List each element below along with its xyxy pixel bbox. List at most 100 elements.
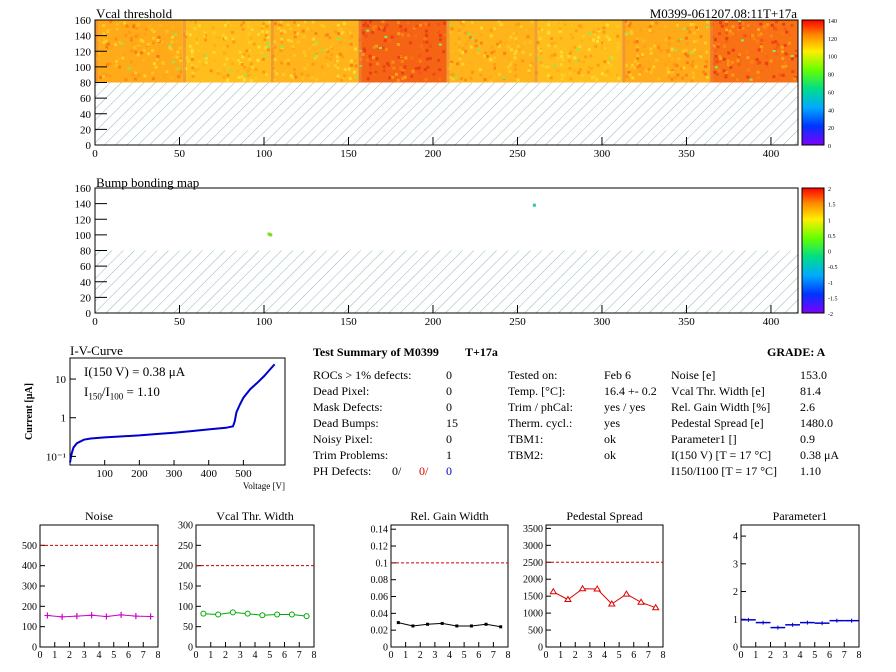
pixel-cell: [652, 65, 656, 69]
pixel-cell: [336, 59, 339, 63]
pixel-cell: [553, 53, 557, 57]
pixel-cell: [401, 76, 405, 80]
x-tick-label: 4: [602, 650, 607, 661]
pixel-cell: [530, 20, 534, 24]
palette-label: -0.5: [828, 265, 838, 271]
pixel-cell: [712, 62, 716, 66]
pixel-cell: [406, 21, 410, 25]
pixel-cell: [714, 55, 718, 58]
pixel-cell: [158, 66, 162, 70]
pixel-cell: [629, 65, 633, 69]
pixel-cell: [226, 44, 230, 48]
pixel-cell: [382, 28, 386, 32]
pixel-cell: [479, 73, 483, 77]
pixel-cell: [615, 59, 619, 63]
pixel-cell: [705, 20, 709, 24]
pixel-cell: [690, 63, 694, 67]
pixel-cell: [458, 54, 462, 58]
ph-value-2: 0/: [419, 464, 429, 478]
x-tick-label: 2: [223, 650, 228, 661]
pixel-cell: [368, 54, 372, 58]
iv-x-tick-label: 200: [131, 468, 148, 480]
pixel-cell: [488, 57, 492, 61]
pixel-cell: [296, 40, 300, 44]
pixel-cell: [404, 28, 408, 32]
pixel-cell: [655, 21, 659, 25]
x-tick-label: 100: [256, 316, 273, 328]
pixel-cell: [514, 67, 517, 71]
pixel-cell: [602, 37, 606, 41]
pixel-cell: [230, 62, 234, 65]
pixel-cell: [425, 57, 429, 61]
pixel-cell: [550, 37, 554, 41]
pixel-cell: [296, 23, 300, 27]
bump-hit: [269, 233, 273, 237]
pixel-cell: [589, 67, 593, 71]
pixel-cell: [315, 77, 319, 81]
pixel-cell: [353, 70, 356, 74]
pixel-cell: [542, 54, 546, 58]
pixel-cell: [760, 69, 763, 73]
pixel-cell: [549, 55, 552, 59]
pixel-cell: [498, 79, 502, 83]
pixel-cell: [160, 40, 164, 44]
x-tick-label: 400: [763, 316, 780, 328]
summary-value: 1: [446, 448, 452, 462]
pixel-cell: [191, 72, 195, 75]
iv-x-tick-label: 100: [96, 468, 113, 480]
pixel-cell: [638, 72, 642, 76]
pixel-cell: [457, 40, 461, 44]
pixel-cell: [314, 42, 318, 45]
pixel-cell: [302, 50, 306, 54]
pixel-cell: [399, 24, 403, 28]
pixel-cell: [410, 56, 414, 60]
pixel-cell: [737, 63, 741, 66]
pixel-cell: [369, 23, 373, 27]
pixel-cell: [101, 72, 105, 76]
pixel-cell: [134, 27, 138, 31]
palette-label: 140: [828, 19, 837, 25]
plot-title: Pedestal Spread: [566, 509, 642, 523]
iv-x-tick-label: 500: [235, 468, 252, 480]
pixel-cell: [477, 47, 481, 50]
pixel-cell: [705, 50, 709, 54]
x-tick-label: 6: [126, 650, 131, 661]
pixel-cell: [142, 58, 146, 62]
pixel-cell: [401, 54, 404, 57]
pixel-cell: [628, 73, 632, 77]
pixel-cell: [504, 58, 508, 62]
pixel-cell: [224, 36, 228, 40]
summary-defects-table: ROCs > 1% defects: 0 Dead Pixel: 0 Mask De…: [313, 367, 463, 479]
plot-frame: [390, 524, 509, 648]
pixel-cell: [295, 32, 299, 36]
pixel-cell: [171, 51, 175, 55]
pixel-cell: [737, 27, 741, 31]
pixel-cell: [250, 28, 254, 31]
x-tick-label: 3: [432, 650, 437, 661]
pixel-cell: [765, 23, 769, 27]
summary-value: Feb 6: [604, 368, 631, 382]
pixel-cell: [736, 78, 739, 82]
pixel-cell: [781, 56, 785, 60]
pixel-cell: [238, 50, 242, 54]
pixel-cell: [561, 58, 565, 62]
pixel-cell: [609, 63, 613, 67]
pixel-cell: [714, 66, 718, 69]
x-tick-label: 50: [174, 316, 186, 328]
pixel-cell: [99, 35, 103, 39]
x-tick-label: 5: [111, 650, 116, 661]
palette-label: 20: [828, 126, 834, 132]
iv-frame: [69, 357, 286, 466]
pixel-cell: [194, 37, 198, 41]
pixel-cell: [99, 75, 103, 79]
pixel-cell: [283, 59, 287, 63]
pixel-cell: [120, 43, 124, 45]
pixel-cell: [633, 66, 637, 70]
pixel-cell: [207, 61, 211, 65]
pixel-cell: [188, 44, 192, 48]
pixel-cell: [256, 58, 260, 62]
pixel-cell: [417, 66, 421, 70]
pixel-cell: [301, 69, 305, 73]
y-tick-label: 500: [528, 626, 543, 637]
pixel-cell: [794, 54, 798, 58]
